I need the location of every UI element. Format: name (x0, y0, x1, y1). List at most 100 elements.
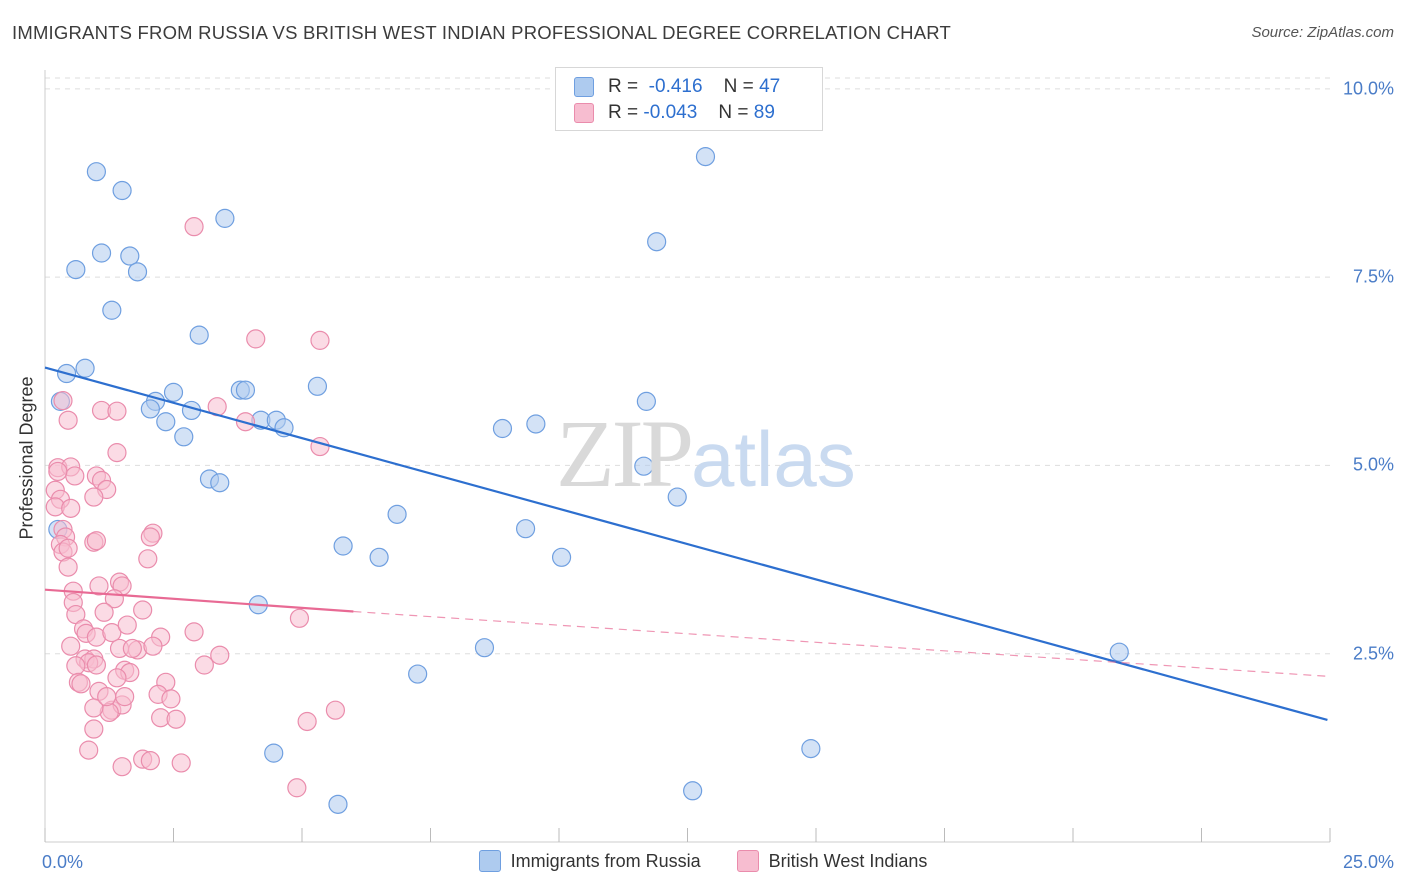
bwi-point-77 (79, 740, 99, 760)
russia-trend-line (44, 366, 1328, 722)
russia-point-26 (636, 391, 656, 411)
legend-swatch-russia (478, 850, 501, 872)
bwi-point-50 (143, 636, 163, 656)
bwi-point-17 (84, 487, 104, 507)
y-tick-label-0: 2.5% (1352, 643, 1394, 664)
russia-point-6 (127, 262, 148, 282)
russia-point-24 (492, 418, 513, 439)
bwi-point-70 (84, 698, 104, 718)
russia-point-33 (333, 536, 353, 556)
russia-point-8 (189, 325, 209, 345)
chart-title: IMMIGRANTS FROM RUSSIA VS BRITISH WEST I… (12, 22, 951, 43)
russia-point-25 (526, 414, 546, 434)
bwi-point-47 (61, 636, 81, 656)
bwi-point-35 (133, 600, 153, 620)
bwi-point-73 (166, 709, 186, 729)
russia-point-38 (408, 664, 428, 684)
russia-point-2 (215, 208, 235, 228)
bwi-point-71 (115, 687, 135, 707)
stats-row-russia: R = -0.416 N = 47 (574, 75, 780, 99)
bwi-point-43 (117, 615, 137, 635)
bwi-trend-extension (353, 610, 1328, 677)
correlation-stats-box: R = -0.416 N = 47 R = -0.043 N = 89 (555, 67, 823, 131)
bwi-point-57 (210, 645, 230, 665)
bwi-swatch (574, 103, 594, 123)
bwi-point-80 (112, 757, 132, 777)
bwi-point-88 (86, 531, 107, 551)
stats-row-bwi: R = -0.043 N = 89 (574, 101, 775, 125)
bwi-point-79 (140, 751, 160, 771)
legend-swatch-bwi (736, 850, 759, 872)
russia-point-4 (120, 246, 140, 266)
data-points (45, 147, 1129, 814)
russia-point-41 (801, 739, 821, 759)
russia-point-1 (112, 180, 132, 201)
bwi-point-2 (310, 330, 330, 350)
russia-point-5 (66, 259, 86, 280)
gridlines (45, 77, 1330, 655)
bwi-point-3 (53, 391, 73, 411)
russia-point-34 (369, 547, 389, 567)
russia-point-39 (1109, 642, 1129, 662)
bwi-point-74 (297, 711, 317, 732)
y-axis-label: Professional Degree (16, 376, 37, 540)
bwi-point-10 (107, 443, 127, 463)
y-tick-label-1: 5.0% (1352, 454, 1394, 475)
legend-item-russia[interactable]: Immigrants from Russia (478, 850, 701, 872)
r-label: R = (608, 76, 639, 97)
legend-item-bwi[interactable]: British West Indians (736, 850, 928, 872)
bwi-point-54 (86, 655, 107, 675)
russia-point-29 (634, 456, 654, 476)
x-tick-label-max: 25.0% (1342, 852, 1394, 872)
russia-point-42 (328, 794, 348, 814)
russia-point-28 (210, 473, 230, 493)
n-value: 89 (753, 102, 775, 123)
bwi-point-60 (107, 668, 127, 688)
russia-point-32 (515, 519, 536, 539)
bwi-point-4 (58, 410, 78, 430)
x-tick-label-min: 0.0% (42, 852, 84, 872)
russia-point-40 (264, 743, 284, 763)
russia-point-31 (387, 504, 407, 524)
axes (44, 70, 1331, 843)
y-tick-label-2: 7.5% (1352, 266, 1394, 287)
russia-point-13 (235, 380, 256, 400)
r-value: -0.416 (648, 76, 703, 97)
bwi-point-34 (94, 602, 114, 622)
bwi-point-37 (140, 527, 160, 547)
russia-point-43 (683, 781, 703, 801)
russia-point-7 (102, 300, 122, 320)
bwi-point-75 (325, 700, 346, 720)
russia-point-3 (91, 243, 112, 263)
r-value: -0.043 (643, 102, 698, 123)
bwi-point-6 (107, 401, 127, 421)
chart-source: Source: ZipAtlas.com (1251, 24, 1394, 41)
russia-point-35 (551, 547, 572, 567)
bwi-point-82 (287, 778, 307, 798)
bwi-point-0 (184, 217, 204, 237)
trend-lines (44, 366, 1328, 722)
bwi-point-1 (246, 329, 266, 349)
russia-point-11 (163, 382, 184, 402)
bwi-point-84 (122, 638, 142, 659)
bwi-point-81 (171, 753, 191, 773)
russia-point-16 (140, 399, 160, 419)
bwi-point-83 (97, 687, 117, 707)
russia-point-44 (647, 232, 667, 252)
bwi-point-55 (66, 656, 86, 676)
chart-legend: Immigrants from Russia British West Indi… (0, 850, 1406, 872)
bwi-point-21 (61, 498, 81, 518)
bwi-point-26 (58, 557, 78, 577)
russia-point-0 (86, 162, 107, 182)
bwi-point-42 (102, 623, 122, 643)
bwi-point-66 (161, 689, 181, 709)
legend-label-bwi: British West Indians (768, 850, 928, 871)
n-value: 47 (759, 76, 781, 97)
bwi-point-38 (138, 549, 158, 569)
bwi-point-46 (289, 608, 310, 628)
russia-swatch (574, 77, 594, 97)
bwi-point-87 (58, 538, 78, 558)
russia-point-18 (156, 412, 176, 432)
russia-point-9 (75, 358, 95, 378)
